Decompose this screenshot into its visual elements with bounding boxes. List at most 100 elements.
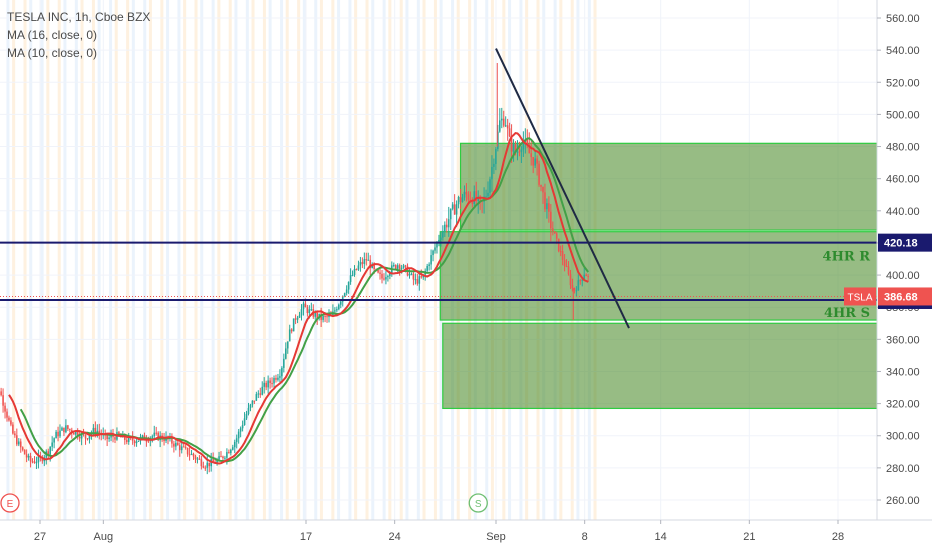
session-marker-e[interactable] [0,493,20,513]
session-stripe [314,0,318,520]
candle-body [493,163,495,167]
y-tick-label: 460.00 [886,174,920,186]
candle-body [155,432,158,434]
candle-body [373,264,375,270]
candle-body [277,377,279,380]
candle-body [88,435,91,440]
candle-body [230,449,232,454]
horizontal-levels[interactable]: 4HR R 4HR S [0,241,877,321]
candle-body [194,456,197,460]
candle-body [67,425,69,429]
price-axis[interactable]: 260.00280.00300.00320.00340.00360.00380.… [844,0,932,550]
candle-body [418,276,421,284]
session-stripe [262,0,266,520]
candle-body [145,440,148,442]
candle-body [526,139,529,146]
candle-body [125,439,128,442]
candle-body [19,441,22,448]
candle-body [579,280,582,282]
candle-body [538,163,540,185]
candle-body [137,440,140,442]
candle-body [559,251,562,253]
candle-body [434,247,436,251]
moving-averages [8,132,589,465]
candle-body [467,194,470,200]
candle-body [404,265,407,267]
candle-body [548,203,550,212]
candle-body [8,417,10,421]
support-label: 4HR S [824,306,870,321]
ma16-legend[interactable]: MA (16, close, 0) [7,28,98,42]
candle-body [552,228,554,232]
candle-body [296,317,299,320]
candle-body [430,255,432,265]
session-stripe [371,0,375,520]
candle-body [577,280,580,291]
candle-body [363,259,366,264]
candle-body [436,242,438,248]
zone-box[interactable] [442,322,878,410]
y-tick-label: 260.00 [886,495,920,507]
candle-body [212,459,214,462]
candle-body [96,430,99,433]
candle-body [426,265,428,271]
session-stripe [234,0,238,520]
zone-box[interactable] [459,142,878,231]
ma10-legend[interactable]: MA (10, close, 0) [7,46,98,60]
candle-body [499,120,501,132]
trendline-group[interactable] [495,48,630,329]
chart-legend: TESLA INC, 1h, Cboe BZX MA (16, close, 0… [7,8,150,62]
last-price-tag [878,287,932,306]
session-stripe [57,0,61,520]
session-stripe [114,0,118,520]
candle-body [257,393,260,395]
candle-body [506,125,509,129]
candle-body [192,453,195,457]
candle-body [202,466,205,468]
candle-body [544,192,546,210]
session-stripe [183,0,187,520]
candle-body [269,380,271,384]
candle-body [6,411,8,418]
candle-body [445,224,448,228]
level-price-tag[interactable] [878,233,932,252]
candle-body [453,204,456,215]
time-axis[interactable]: 27 Aug 17 24 Sep 8 14 21 28 [0,519,932,550]
session-marker-s[interactable] [468,493,488,513]
candle-body [569,274,572,286]
candle-body [555,233,558,239]
candle-body [294,318,297,320]
session-stripe [268,0,272,520]
zone-boxes[interactable] [439,142,878,410]
candle-body [383,278,385,280]
candle-body [249,404,252,408]
x-tick-label: 27 [34,531,46,543]
trendline[interactable] [495,48,630,329]
session-stripe [200,0,204,520]
candle-body [298,315,301,318]
session-stripe [285,0,289,520]
candle-body [65,425,67,433]
zone-box[interactable] [439,231,878,321]
candle-body [528,145,531,154]
candle-body [334,310,336,312]
candle-body [245,413,248,419]
candle-body [510,136,513,152]
session-stripe [319,0,323,520]
candle-body [353,268,356,276]
session-stripe [148,0,152,520]
candle-body [157,432,159,441]
candle-body [131,437,134,441]
candle-body [292,318,295,332]
session-stripe [109,0,113,520]
candle-body [414,279,417,281]
candle-body [567,266,570,275]
candle-body [563,259,566,266]
symbol-title[interactable]: TESLA INC, 1h, Cboe BZX [7,10,151,24]
session-stripe [97,0,101,520]
candle-body [23,449,26,455]
candle-body [127,437,130,442]
candle-body [175,442,177,447]
